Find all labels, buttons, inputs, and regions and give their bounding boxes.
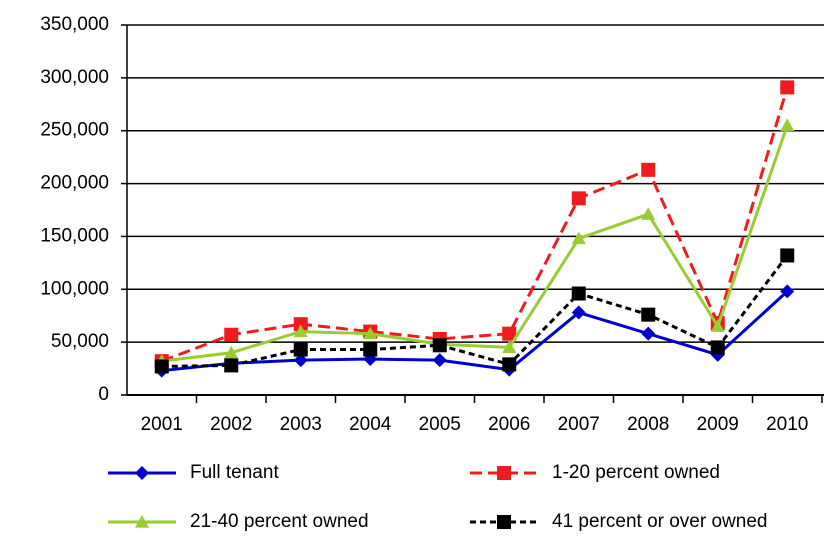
marker — [502, 326, 517, 341]
series-line — [161, 86, 789, 363]
x-tick-label: 2001 — [141, 414, 183, 435]
marker — [293, 317, 308, 332]
marker — [571, 286, 586, 301]
marker — [571, 305, 586, 320]
y-tick-label: 300,000 — [40, 67, 109, 88]
x-tick-label: 2002 — [210, 414, 252, 435]
marker — [224, 345, 239, 359]
y-tick-label: 100,000 — [40, 278, 109, 299]
x-tick-label: 2009 — [697, 414, 739, 435]
marker — [571, 231, 586, 245]
marker — [502, 340, 517, 354]
x-tick-label: 2004 — [349, 414, 392, 435]
marker — [363, 342, 378, 357]
y-tick-label: 50,000 — [51, 331, 109, 352]
marker — [571, 191, 586, 206]
legend-label: 21-40 percent owned — [190, 511, 369, 532]
x-tick-label: 2003 — [280, 414, 322, 435]
y-tick-label: 250,000 — [40, 120, 109, 141]
x-tick-label: 2007 — [558, 414, 600, 435]
marker — [154, 359, 169, 374]
marker — [224, 358, 239, 373]
x-tick-label: 2006 — [488, 414, 530, 435]
marker — [293, 342, 308, 357]
y-tick-label: 150,000 — [40, 225, 109, 246]
legend-label: 1-20 percent owned — [552, 462, 720, 483]
y-tick-label: 350,000 — [40, 14, 109, 35]
marker — [135, 466, 149, 480]
marker — [432, 353, 447, 368]
marker — [432, 338, 447, 353]
legend-label: Full tenant — [190, 462, 279, 483]
marker — [224, 327, 239, 342]
y-tick-label: 200,000 — [40, 173, 109, 194]
marker — [710, 319, 725, 332]
marker — [641, 326, 656, 341]
marker — [710, 340, 725, 355]
y-tick-label: 0 — [98, 384, 109, 405]
marker — [780, 80, 795, 95]
marker — [780, 248, 795, 263]
series-line — [161, 254, 789, 368]
marker — [780, 118, 795, 132]
series-line — [161, 290, 789, 373]
marker — [641, 307, 656, 322]
legend-label: 41 percent or over owned — [552, 511, 767, 532]
x-tick-label: 2005 — [419, 414, 461, 435]
marker — [780, 284, 795, 299]
series-line — [161, 124, 789, 363]
x-tick-label: 2010 — [766, 414, 808, 435]
x-tick-label: 2008 — [627, 414, 669, 435]
marker — [641, 207, 656, 220]
marker — [363, 326, 378, 340]
marker — [293, 353, 308, 368]
marker — [293, 324, 308, 338]
marker — [497, 515, 511, 529]
marker — [135, 515, 149, 528]
marker — [497, 466, 511, 480]
marker — [641, 162, 656, 177]
marker — [502, 357, 517, 372]
